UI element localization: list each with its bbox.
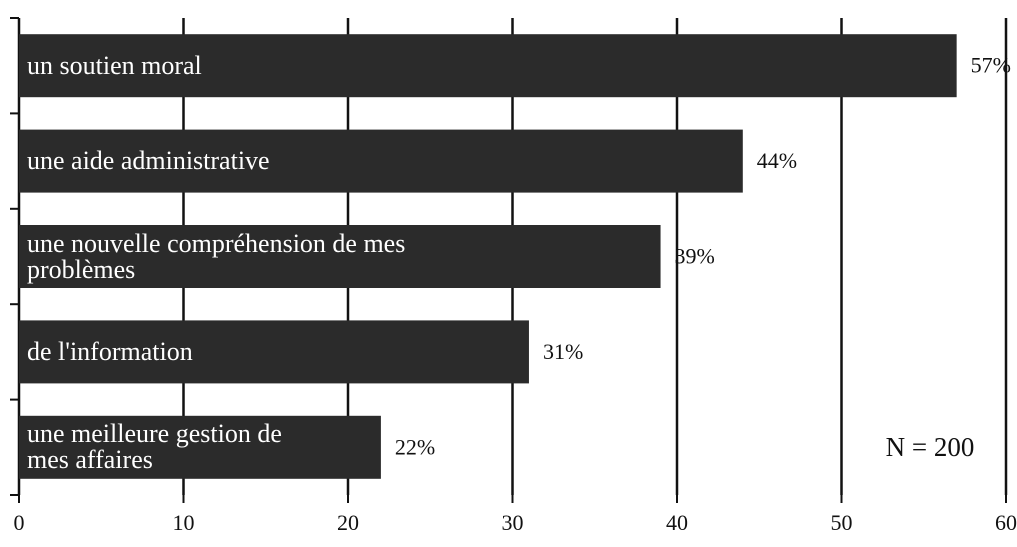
value-label: 22% bbox=[395, 434, 435, 459]
value-label: 31% bbox=[543, 339, 583, 364]
bar bbox=[19, 129, 743, 193]
category-label: une nouvelle compréhension de mes problè… bbox=[27, 228, 406, 284]
bar bbox=[19, 34, 957, 98]
annotation: N = 200 bbox=[886, 432, 975, 462]
bar bbox=[19, 415, 381, 479]
x-tick-label: 30 bbox=[502, 510, 524, 535]
value-label: 57% bbox=[971, 53, 1011, 78]
x-tick-label: 20 bbox=[337, 510, 359, 535]
value-label: 39% bbox=[675, 244, 715, 269]
x-tick-label: 60 bbox=[995, 510, 1017, 535]
x-tick-label: 10 bbox=[173, 510, 195, 535]
category-label: une meilleure gestion de mes affaires bbox=[27, 419, 282, 475]
category-label: une aide administrative bbox=[27, 146, 270, 176]
value-label: 44% bbox=[757, 148, 797, 173]
category-label: un soutien moral bbox=[27, 50, 202, 80]
bar bbox=[19, 320, 529, 384]
bar bbox=[19, 225, 661, 288]
category-label: de l'information bbox=[27, 336, 193, 366]
x-tick-label: 50 bbox=[831, 510, 853, 535]
x-tick-label: 0 bbox=[14, 510, 25, 535]
x-tick-label: 40 bbox=[666, 510, 688, 535]
